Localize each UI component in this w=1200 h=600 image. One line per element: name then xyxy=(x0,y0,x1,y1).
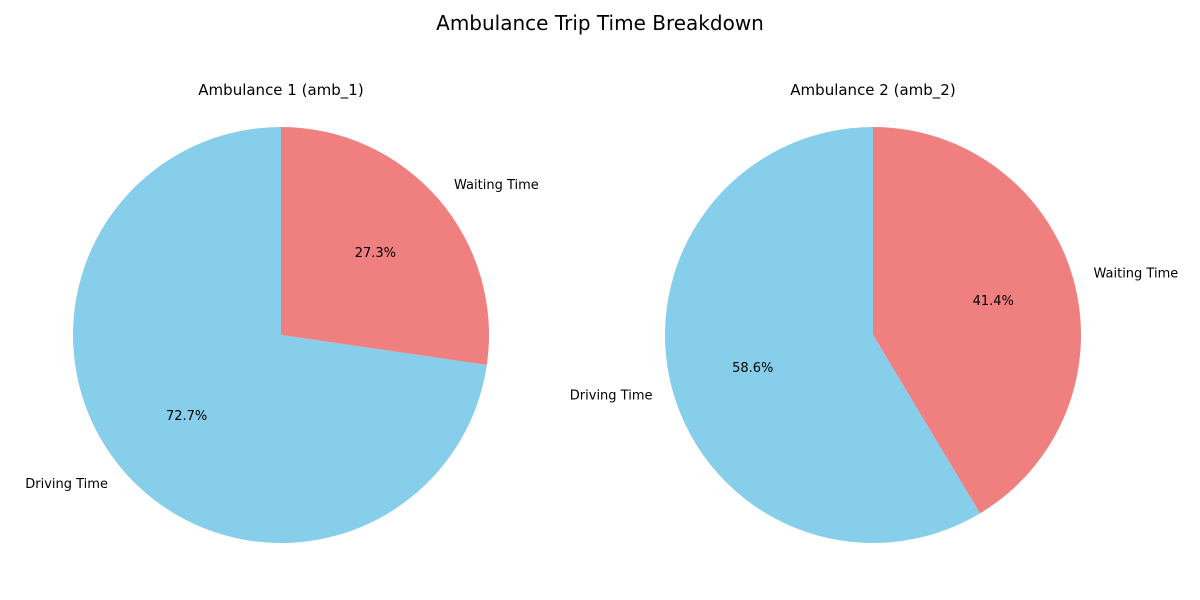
pie-2-title: Ambulance 2 (amb_2) xyxy=(790,81,955,100)
pie-2-slices: 41.4% Waiting Time 58.6% Driving Time xyxy=(570,127,1178,543)
pie-2-percent-label: 41.4% xyxy=(973,294,1014,309)
pie-2-category-label: Waiting Time xyxy=(1094,266,1179,281)
pie-chart-1: Ambulance 1 (amb_1) 27.3% Waiting Time 72.… xyxy=(25,81,539,544)
pie-1-slice-waiting-time xyxy=(281,127,489,365)
pie-2-slice-driving-time xyxy=(665,127,981,543)
pie-1-category-label: Waiting Time xyxy=(454,178,539,193)
pie-1-slice-driving-time xyxy=(73,127,487,544)
pie-chart-2: Ambulance 2 (amb_2) 41.4% Waiting Time 58.… xyxy=(570,81,1178,543)
pie-2-slice-waiting-time xyxy=(873,127,1082,514)
pie-1-slices: 27.3% Waiting Time 72.7% Driving Time xyxy=(25,127,539,544)
pie-1-title: Ambulance 1 (amb_1) xyxy=(198,81,363,100)
pie-2-category-label: Driving Time xyxy=(570,389,653,404)
figure-title: Ambulance Trip Time Breakdown xyxy=(436,11,764,35)
pie-1-percent-label: 27.3% xyxy=(355,246,396,261)
pie-1-category-label: Driving Time xyxy=(25,477,108,492)
pie-1-percent-label: 72.7% xyxy=(166,409,207,424)
pie-2-percent-label: 58.6% xyxy=(732,361,773,376)
